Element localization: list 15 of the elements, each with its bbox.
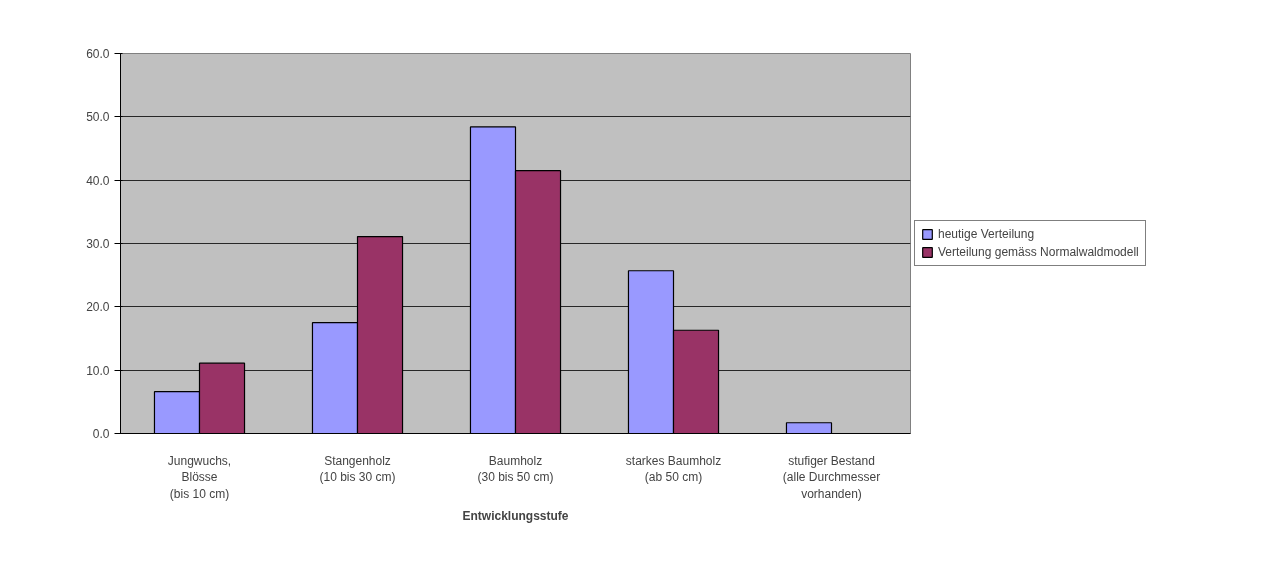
legend-label: heutige Verteilung [938,227,1035,241]
x-tick-label: Stangenholz (10 bis 30 cm) [319,453,396,485]
y-tick-label: 30.0 [86,237,110,251]
y-tick-label: 50.0 [86,110,110,125]
y-tick-label: 60.0 [86,47,110,61]
x-tick-label: Jungwuchs, Blösse (bis 10 cm) [167,453,232,502]
legend-label: Verteilung gemäss Normalwaldmodell [938,245,1139,259]
x-axis-title: Entwicklungsstufe [462,509,569,524]
y-tick-label: 10.0 [86,363,110,378]
x-tick-label: Baumholz (30 bis 50 cm) [477,453,554,485]
y-tick-label: 20.0 [86,300,110,315]
y-tick-label: 0.0 [92,427,110,441]
x-tick-label: starkes Baumholz (ab 50 cm) [625,453,722,485]
y-tick-label: 40.0 [86,173,110,188]
x-tick-label: stufiger Bestand (alle Durchmesser vorhanden) [782,453,881,502]
